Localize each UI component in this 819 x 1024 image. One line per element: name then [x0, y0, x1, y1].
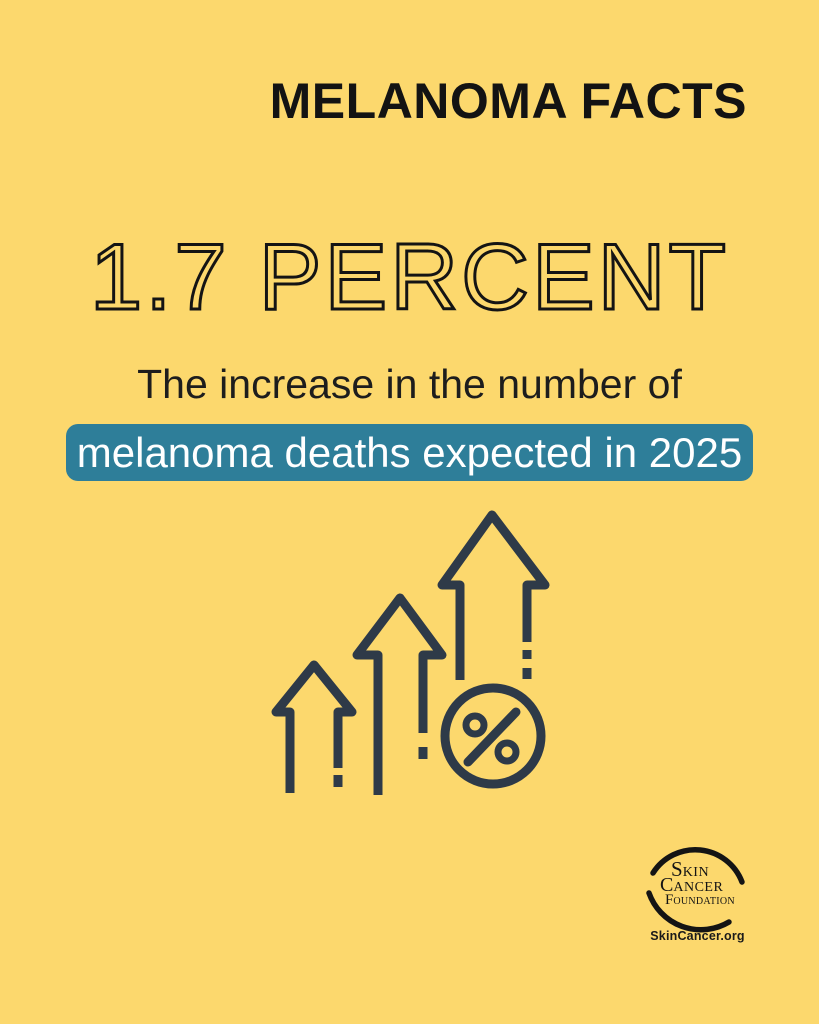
- website-text: SkinCancer.org: [650, 929, 745, 943]
- logo-word-skin: SKIN: [671, 857, 710, 881]
- highlight-bar: melanoma deaths expected in 2025: [66, 424, 753, 481]
- percent-circle-icon: [440, 683, 546, 789]
- highlighted-description-line: melanoma deaths expected in 2025: [76, 428, 743, 476]
- small-arrow-icon: [271, 660, 357, 793]
- logo-arcs-icon: [646, 847, 745, 933]
- logo-word-foundation: FOUNDATION: [665, 892, 735, 908]
- logo-word-cancer: CANCER: [660, 874, 724, 896]
- skin-cancer-foundation-logo: SKIN CANCER FOUNDATION SkinCancer.org: [645, 843, 750, 948]
- large-arrow-icon: [437, 510, 550, 680]
- page-title: MELANOMA FACTS: [269, 73, 747, 129]
- stat-value: 1.7 PERCENT: [89, 224, 729, 329]
- rising-arrows-percent-icon: [266, 507, 550, 803]
- description-line: The increase in the number of: [137, 361, 682, 407]
- medium-arrow-icon: [352, 593, 447, 795]
